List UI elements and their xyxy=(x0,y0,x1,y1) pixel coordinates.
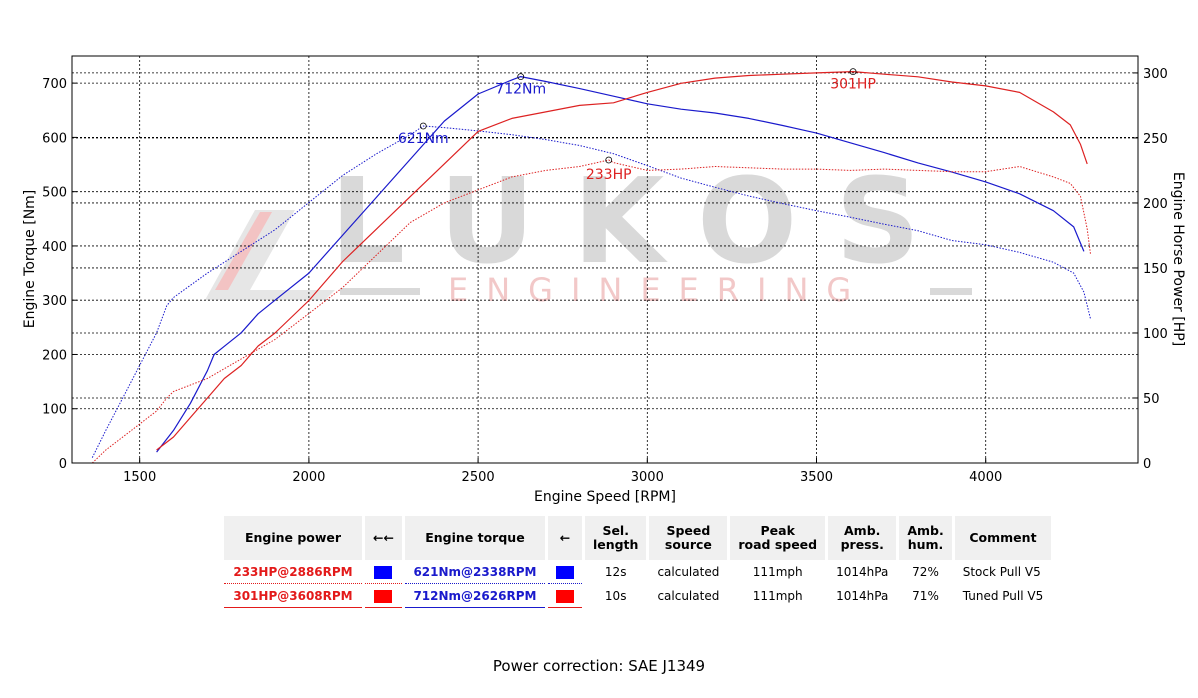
x-tick-label: 1500 xyxy=(123,470,156,485)
amb-hum: 71% xyxy=(912,589,939,603)
speed-source: calculated xyxy=(657,589,720,603)
y-right-tick-label: 100 xyxy=(1143,327,1168,342)
y-right-tick-label: 150 xyxy=(1143,262,1168,277)
header-sel-length: Sel. length xyxy=(584,516,647,560)
torque-curve-tuned xyxy=(156,75,1085,453)
header-peak-speed-line2: road speed xyxy=(738,537,818,552)
header-speed-source-line2: source xyxy=(664,537,712,552)
power-swatch xyxy=(374,589,393,603)
comment: Tuned Pull V5 xyxy=(962,589,1044,603)
table-row: 233HP@2886RPM 621Nm@2338RPM 12s calculat… xyxy=(224,560,1051,584)
watermark-logo: LUKOS ENGINEERING xyxy=(205,152,972,309)
peak-road-speed: 111mph xyxy=(752,589,803,603)
amb-press: 1014hPa xyxy=(836,589,889,603)
y-left-tick-label: 0 xyxy=(59,457,67,472)
peak-label: 301HP xyxy=(830,77,876,93)
y-right-tick-label: 300 xyxy=(1143,67,1168,82)
torque-peak: 712Nm@2626RPM xyxy=(404,584,545,608)
header-sel-length-line1: Sel. xyxy=(602,523,629,538)
comment: Stock Pull V5 xyxy=(962,565,1041,579)
y-left-tick-label: 100 xyxy=(42,403,67,418)
y-right-tick-label: 250 xyxy=(1143,132,1168,147)
x-tick-label: 3500 xyxy=(800,470,833,485)
peak-label: 233HP xyxy=(586,167,632,183)
header-amb-hum-line2: hum. xyxy=(907,537,944,552)
y-axis-right-title: Engine Horse Power [HP] xyxy=(1170,172,1186,346)
y-left-tick-label: 200 xyxy=(42,348,67,363)
peak-marker xyxy=(605,156,613,164)
peak-label: 712Nm xyxy=(495,82,546,98)
power-peak: 301HP@3608RPM xyxy=(224,584,362,608)
torque-swatch xyxy=(555,565,574,579)
power-swatch xyxy=(374,565,393,579)
header-comment: Comment xyxy=(954,516,1052,560)
header-peak-speed: Peak road speed xyxy=(730,516,826,560)
header-engine-power: Engine power xyxy=(224,516,362,560)
power-correction-note: Power correction: SAE J1349 xyxy=(492,657,706,675)
header-speed-source: Speed source xyxy=(649,516,728,560)
header-sel-length-line2: length xyxy=(592,537,639,552)
torque-peak: 621Nm@2338RPM xyxy=(404,560,545,584)
peak-annotations: 712Nm 621Nm 301HP 233HP xyxy=(398,68,876,183)
watermark-bar-left xyxy=(340,288,420,295)
x-axis-title: Engine Speed [RPM] xyxy=(534,489,676,505)
header-torque-arrow: ← xyxy=(547,516,582,560)
x-tick-label: 2500 xyxy=(462,470,495,485)
grid-lines xyxy=(72,56,1138,463)
results-table: Engine power ←← Engine torque ← Sel. leng… xyxy=(221,516,1054,608)
torque-swatch-cell xyxy=(547,584,582,608)
header-peak-speed-line1: Peak xyxy=(760,523,795,538)
torque-curve-stock xyxy=(91,125,1092,458)
curves xyxy=(91,70,1092,464)
x-tick-label: 3000 xyxy=(631,470,664,485)
power-peak: 233HP@2886RPM xyxy=(224,560,362,584)
y-right-tick-label: 0 xyxy=(1143,457,1151,472)
y-left-tick-label: 300 xyxy=(42,294,67,309)
results-header-row: Engine power ←← Engine torque ← Sel. leng… xyxy=(224,516,1052,560)
peak-label: 621Nm xyxy=(398,131,449,147)
y-axis-left-title: Engine Torque [Nm] xyxy=(22,190,38,329)
y-left-tick-label: 500 xyxy=(42,186,67,201)
y-left-tick-label: 400 xyxy=(42,240,67,255)
y-left-tick-label: 700 xyxy=(42,77,67,92)
y-right-tick-label: 50 xyxy=(1143,392,1160,407)
amb-hum: 72% xyxy=(912,565,939,579)
watermark-slash-mark xyxy=(205,210,335,300)
power-curve-stock xyxy=(91,159,1092,464)
power-swatch-cell xyxy=(365,560,402,584)
amb-press: 1014hPa xyxy=(836,565,889,579)
header-amb-hum: Amb. hum. xyxy=(899,516,952,560)
header-power-arrows: ←← xyxy=(365,516,402,560)
x-tick-label: 4000 xyxy=(969,470,1002,485)
sel-length: 12s xyxy=(604,565,627,579)
plot-frame xyxy=(71,55,1139,464)
watermark-sub: ENGINEERING xyxy=(448,271,869,309)
speed-source: calculated xyxy=(657,565,720,579)
x-tick-label: 2000 xyxy=(292,470,325,485)
sel-length: 10s xyxy=(604,589,627,603)
watermark-brand: LUKOS xyxy=(330,152,958,290)
y-left-tick-label: 600 xyxy=(42,131,67,146)
peak-marker xyxy=(849,68,857,76)
header-speed-source-line1: Speed xyxy=(666,523,711,538)
dyno-chart: LUKOS ENGINEERING 1500 2000 2500 3000 3500 40… xyxy=(22,55,1186,505)
header-amb-press: Amb. press. xyxy=(828,516,897,560)
watermark-bar-right xyxy=(930,288,972,295)
header-amb-press-line1: Amb. xyxy=(844,523,881,538)
peak-road-speed: 111mph xyxy=(752,565,803,579)
peak-marker xyxy=(419,122,427,130)
header-amb-hum-line1: Amb. xyxy=(907,523,944,538)
header-amb-press-line2: press. xyxy=(840,537,884,552)
peak-marker xyxy=(517,73,525,81)
table-row: 301HP@3608RPM 712Nm@2626RPM 10s calculat… xyxy=(224,584,1051,608)
torque-swatch-cell xyxy=(547,560,582,584)
power-curve-tuned xyxy=(156,70,1088,451)
torque-swatch xyxy=(555,589,574,603)
axes xyxy=(71,55,1139,464)
watermark-slash-accent xyxy=(215,212,272,290)
y-right-tick-label: 200 xyxy=(1143,197,1168,212)
power-swatch-cell xyxy=(365,584,402,608)
header-engine-torque: Engine torque xyxy=(404,516,545,560)
tick-labels: 1500 2000 2500 3000 3500 40000100200300400500… xyxy=(42,67,1168,485)
